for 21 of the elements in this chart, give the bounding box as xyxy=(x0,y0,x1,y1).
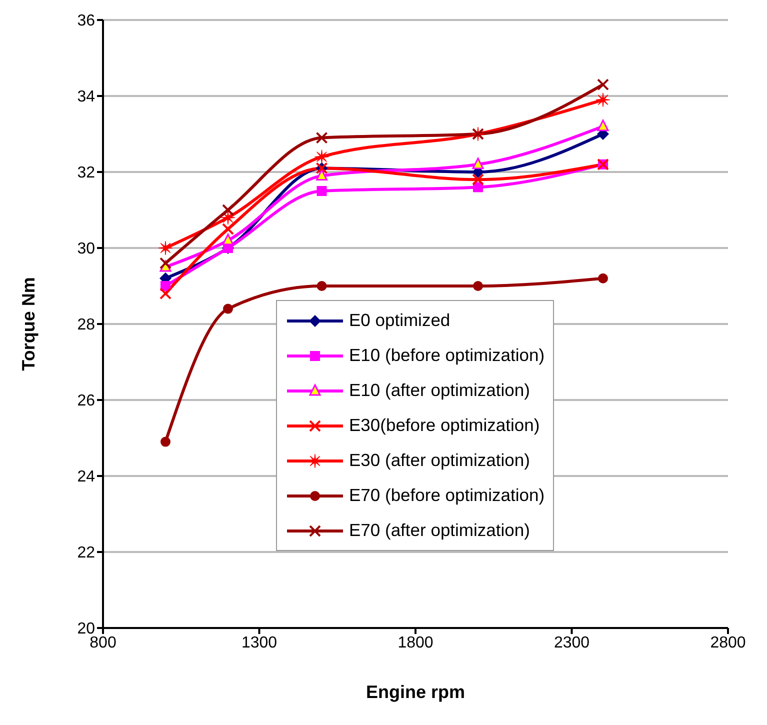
x-tick-label: 1300 xyxy=(241,634,278,652)
y-tick-label: 34 xyxy=(77,88,96,106)
y-tick-label: 26 xyxy=(77,392,96,410)
legend-label: E0 optimized xyxy=(349,310,450,331)
legend-label: E30(before optimization) xyxy=(349,415,540,436)
y-tick-label: 22 xyxy=(77,544,96,562)
legend-label: E30 (after optimization) xyxy=(349,450,530,471)
x-axis-title: Engine rpm xyxy=(366,682,466,702)
y-tick-label: 24 xyxy=(77,468,96,486)
legend-label: E70 (before optimization) xyxy=(349,485,545,506)
y-tick-label: 30 xyxy=(77,240,96,258)
x-tick-label: 2800 xyxy=(710,634,746,652)
x-tick-label: 1800 xyxy=(398,634,434,652)
y-tick-label: 36 xyxy=(77,12,96,30)
legend-label: E10 (after optimization) xyxy=(349,380,530,401)
y-tick-label: 28 xyxy=(77,316,96,334)
y-axis-title: Torque Nm xyxy=(18,277,38,371)
x-tick-label: 2300 xyxy=(554,634,590,652)
legend-label: E10 (before optimization) xyxy=(349,345,545,366)
y-tick-label: 32 xyxy=(77,164,96,182)
legend-label: E70 (after optimization) xyxy=(349,520,530,541)
